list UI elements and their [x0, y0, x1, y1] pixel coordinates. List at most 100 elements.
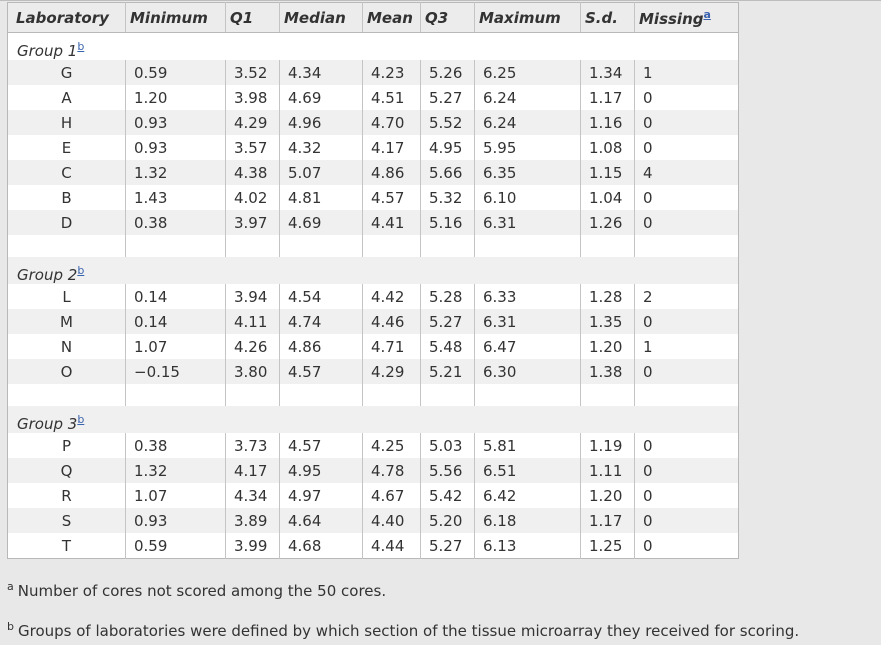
group-row: Group 3b	[7, 406, 739, 433]
table-cell: 4.74	[279, 309, 363, 334]
table-cell: B	[61, 188, 72, 207]
table-cell: 5.81	[474, 433, 581, 458]
table-cell: 4.29	[362, 359, 421, 384]
table-cell: 4.29	[225, 110, 280, 135]
table-cell: −0.15	[125, 359, 226, 384]
spacer-cell	[634, 384, 739, 406]
footnote-link-b[interactable]: b	[77, 413, 85, 426]
table-cell: 4.44	[362, 533, 421, 559]
table-row: O −0.15 3.80 4.57 4.29 5.21 6.30 1.38 0	[7, 359, 739, 384]
spacer-row	[8, 384, 739, 406]
spacer-cell	[279, 384, 363, 406]
table-cell: 4.86	[362, 160, 421, 185]
table-cell: S	[7, 508, 126, 533]
header-row: Laboratory Minimum Q1 Median Mean Q3 Max…	[7, 2, 739, 33]
table-cell: 1	[634, 334, 739, 359]
table-cell: 0	[634, 458, 739, 483]
table-cell: 4.64	[279, 508, 363, 533]
table-cell: O	[7, 359, 126, 384]
table-cell: 0	[634, 508, 739, 533]
table-cell: 5.07	[279, 160, 363, 185]
table-cell: 4.78	[362, 458, 421, 483]
table-header: Laboratory Minimum Q1 Median Mean Q3 Max…	[7, 2, 739, 33]
table-cell: 5.21	[420, 359, 475, 384]
spacer-cell	[420, 235, 475, 257]
spacer-cell	[474, 384, 581, 406]
table-cell: 0	[634, 135, 739, 160]
footnote-link-b[interactable]: b	[77, 40, 85, 53]
group-label: Group 2b	[7, 257, 739, 284]
table-cell: 3.98	[225, 85, 280, 110]
table-cell: 5.95	[474, 135, 581, 160]
table-row: T 0.59 3.99 4.68 4.44 5.27 6.13 1.25 0	[8, 533, 739, 559]
footnote-link-a[interactable]: a	[703, 7, 711, 21]
table-cell: 1.38	[580, 359, 635, 384]
table-cell: 4.81	[279, 185, 363, 210]
table-cell: 4.68	[279, 533, 363, 559]
table-cell: 6.42	[474, 483, 581, 508]
table-cell: 0.59	[125, 533, 226, 559]
table-row: N 1.07 4.26 4.86 4.71 5.48 6.47 1.20 1	[8, 334, 739, 359]
table-cell: 4.32	[279, 135, 363, 160]
table-cell: 1.32	[125, 160, 226, 185]
table-cell: 5.16	[420, 210, 475, 235]
statistics-table: Laboratory Minimum Q1 Median Mean Q3 Max…	[7, 2, 739, 559]
table-cell: 1.25	[580, 533, 635, 559]
table-cell: 6.13	[474, 533, 581, 559]
table-cell: 5.48	[420, 334, 475, 359]
spacer-cell	[634, 235, 739, 257]
spacer-cell	[474, 235, 581, 257]
spacer-cell	[125, 384, 226, 406]
table-cell: 0	[634, 110, 739, 135]
table-cell: H	[7, 110, 126, 135]
table-row: P 0.38 3.73 4.57 4.25 5.03 5.81 1.19 0	[8, 433, 739, 458]
table-cell: 6.10	[474, 185, 581, 210]
table-row: G 0.59 3.52 4.34 4.23 5.26 6.25 1.34 1	[7, 60, 739, 85]
footnote-b: b Groups of laboratories were defined by …	[7, 620, 799, 640]
table-cell: 1.35	[580, 309, 635, 334]
col-q1: Q1	[225, 2, 280, 33]
col-maximum: Maximum	[474, 2, 581, 33]
spacer-cell	[362, 384, 421, 406]
table-cell: N	[60, 337, 73, 356]
table-row: A 1.20 3.98 4.69 4.51 5.27 6.24 1.17 0	[8, 85, 739, 110]
col-laboratory: Laboratory	[7, 2, 126, 33]
table-cell: 4.67	[362, 483, 421, 508]
group-title: Group 2	[17, 266, 78, 284]
table-cell: 5.32	[420, 185, 475, 210]
table-cell: 5.27	[420, 85, 475, 110]
table-cell: 4.02	[225, 185, 280, 210]
table-cell: 1.15	[580, 160, 635, 185]
footnote-link-b[interactable]: b	[77, 264, 85, 277]
table-cell: 1.17	[580, 508, 635, 533]
table-cell: 5.28	[420, 284, 475, 309]
table-cell: 4.23	[362, 60, 421, 85]
footnote-a: a Number of cores not scored among the 50…	[7, 580, 386, 600]
table-cell: 1.20	[125, 85, 226, 110]
table-cell: 4.34	[225, 483, 280, 508]
table-cell: 6.30	[474, 359, 581, 384]
table-cell: 4.40	[362, 508, 421, 533]
table-cell: L	[62, 287, 71, 306]
table-cell: P	[61, 436, 72, 455]
table-cell: 4.41	[362, 210, 421, 235]
table-cell: 4.95	[279, 458, 363, 483]
table-cell: 4.69	[279, 210, 363, 235]
footnote-mark: b	[7, 620, 14, 633]
table-cell: 6.33	[474, 284, 581, 309]
table-cell: T	[61, 536, 72, 555]
table-cell: 4.69	[279, 85, 363, 110]
table-cell: 4.25	[362, 433, 421, 458]
table-cell: 1.07	[125, 334, 226, 359]
table-cell: 4.17	[362, 135, 421, 160]
table-cell: 3.73	[225, 433, 280, 458]
col-median: Median	[279, 2, 363, 33]
table-row: E 0.93 3.57 4.32 4.17 4.95 5.95 1.08 0	[8, 135, 739, 160]
table-cell: 3.52	[225, 60, 280, 85]
table-row: S 0.93 3.89 4.64 4.40 5.20 6.18 1.17 0	[7, 508, 739, 533]
table-row: H 0.93 4.29 4.96 4.70 5.52 6.24 1.16 0	[7, 110, 739, 135]
table-cell: G	[7, 60, 126, 85]
table-cell: 6.47	[474, 334, 581, 359]
group-title: Group 1	[17, 42, 78, 60]
col-q3: Q3	[420, 2, 475, 33]
